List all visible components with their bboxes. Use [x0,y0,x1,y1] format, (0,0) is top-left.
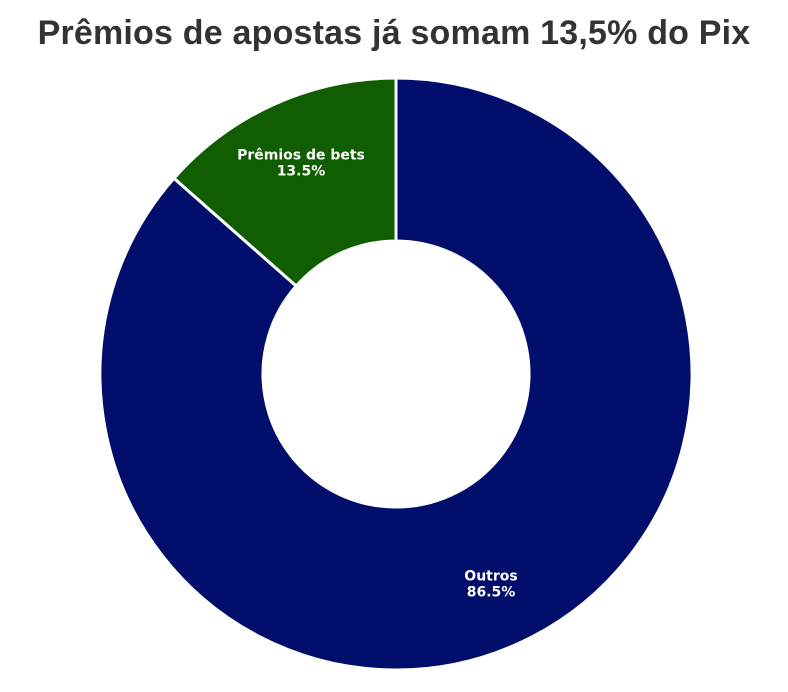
chart-title: Prêmios de apostas já somam 13,5% do Pix [37,14,751,52]
slice-value: 86.5% [467,584,516,600]
slice-labels: Outros 86.5% Prêmios de bets 13.5% [236,146,520,602]
slice-name: Outros [464,568,517,584]
donut-slices [98,76,694,672]
slice-outros [98,76,694,672]
slice-premios-de-bets [172,76,398,288]
slice-name: Prêmios de bets [237,148,365,164]
slice-value: 13.5% [277,164,326,180]
slice-label-outros: Outros 86.5% [464,568,517,600]
slice-label-premios-de-bets: Prêmios de bets 13.5% [237,148,365,180]
